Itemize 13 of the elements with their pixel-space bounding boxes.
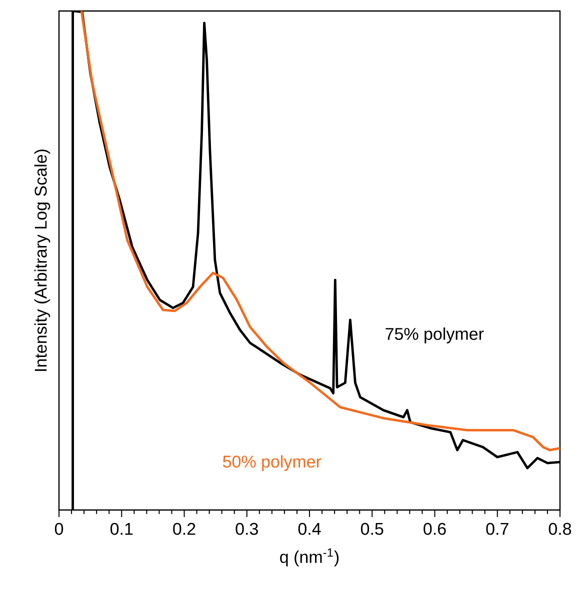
x-axis-title: q (nm$^{-1}$) bbox=[280, 548, 339, 566]
x-tick-label: 0.2 bbox=[173, 522, 196, 535]
x-tick-label: 0.3 bbox=[236, 522, 258, 535]
x-tick-label: 0 bbox=[54, 522, 64, 535]
x-tick-label: 0.8 bbox=[548, 522, 572, 535]
x-tick-label: 0.1 bbox=[110, 522, 133, 535]
x-tick-label: 0.7 bbox=[486, 522, 508, 535]
series-label: 75% polymer bbox=[386, 327, 484, 344]
x-tick-label: 0.5 bbox=[360, 522, 384, 535]
text: 50% polymer bbox=[222, 455, 322, 472]
y-axis-title: Intensity (Arbitrary Log Scale) bbox=[34, 150, 50, 371]
x-tick-label: 0.4 bbox=[298, 522, 321, 535]
x-tick-label: 0.6 bbox=[424, 522, 446, 535]
